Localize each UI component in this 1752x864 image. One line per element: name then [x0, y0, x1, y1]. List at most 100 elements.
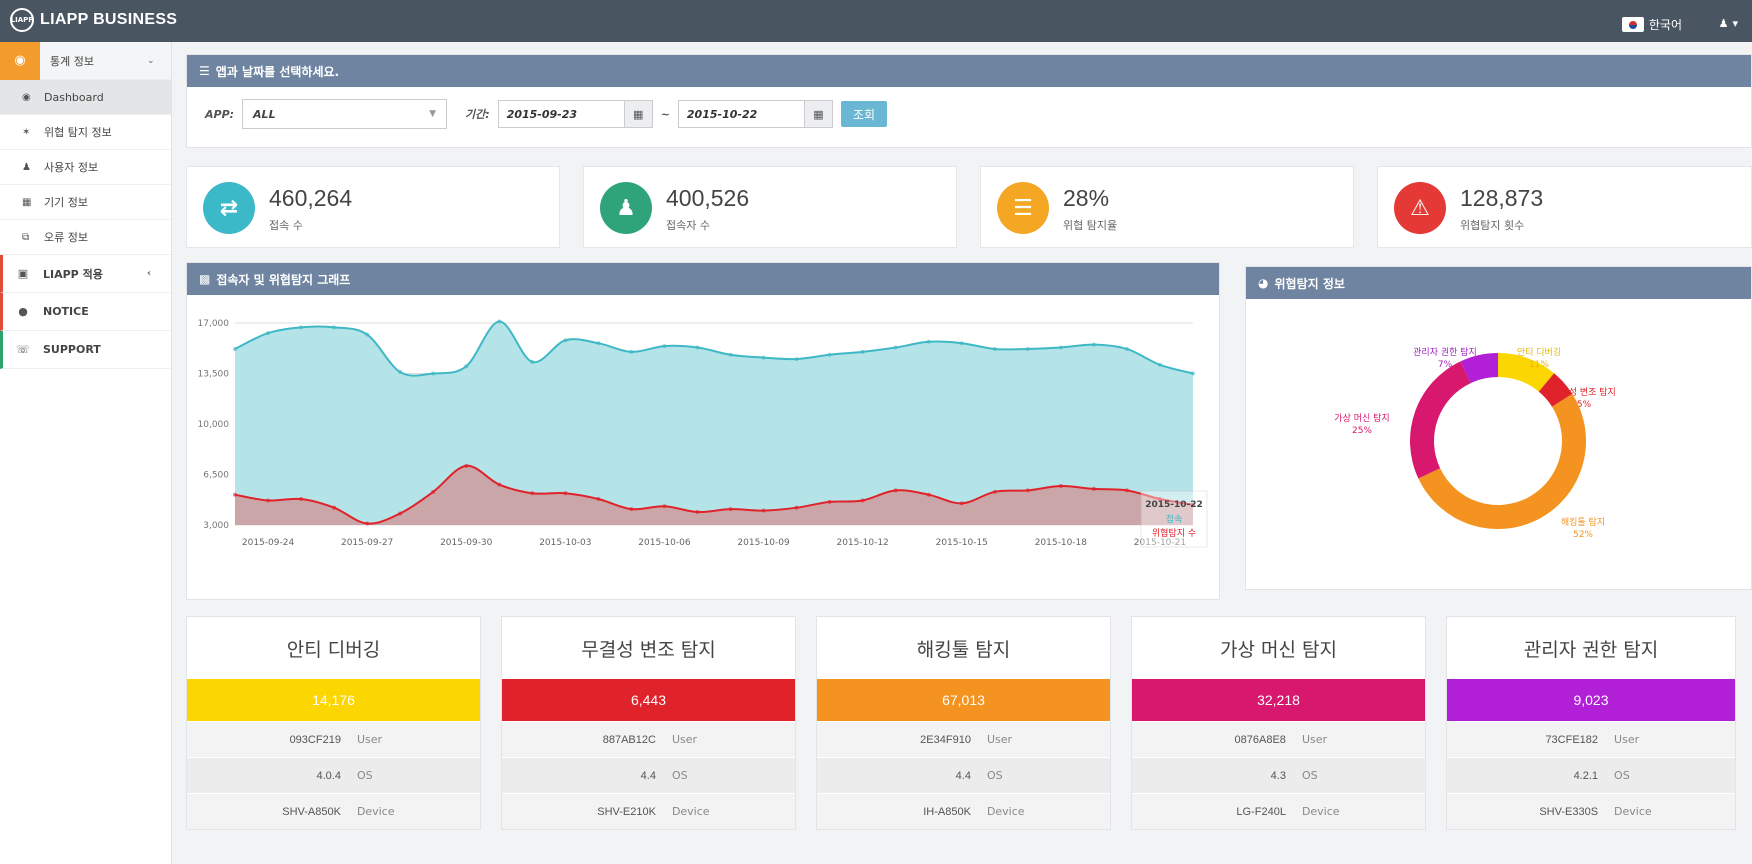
- data-point[interactable]: [860, 349, 865, 354]
- data-point[interactable]: [992, 346, 997, 351]
- data-point[interactable]: [1191, 502, 1195, 507]
- data-point[interactable]: [827, 352, 832, 357]
- data-point[interactable]: [530, 491, 535, 496]
- card-row-device: SHV-E330S Device: [1447, 793, 1735, 829]
- data-point[interactable]: [1091, 342, 1096, 347]
- data-point[interactable]: [365, 521, 370, 526]
- sidebar-item-support[interactable]: ☏ SUPPORT: [0, 331, 171, 369]
- data-point[interactable]: [1157, 362, 1162, 367]
- data-point[interactable]: [398, 511, 403, 516]
- sidebar-item-device-info[interactable]: ▦ 기기 정보: [0, 185, 171, 220]
- data-point[interactable]: [794, 357, 799, 362]
- app-select[interactable]: ALL ▼: [242, 99, 448, 129]
- data-point[interactable]: [398, 370, 403, 375]
- data-point[interactable]: [332, 505, 337, 510]
- data-point[interactable]: [497, 482, 502, 487]
- date-from-field[interactable]: 2015-09-23 ▦: [497, 100, 653, 128]
- data-point[interactable]: [563, 338, 568, 343]
- card-count-bar[interactable]: 14,176: [187, 679, 480, 721]
- period-label: 기간:: [465, 108, 490, 121]
- card-row-user: 093CF219 User: [187, 721, 480, 757]
- data-point[interactable]: [794, 505, 799, 510]
- data-point[interactable]: [959, 341, 964, 346]
- donut-slice[interactable]: [1410, 361, 1471, 479]
- data-point[interactable]: [629, 349, 634, 354]
- data-point[interactable]: [431, 371, 436, 376]
- data-point[interactable]: [1091, 486, 1096, 491]
- tooltip-date: 2015-10-22: [1145, 500, 1203, 510]
- data-point[interactable]: [299, 497, 304, 502]
- card-count-bar[interactable]: 67,013: [817, 679, 1110, 721]
- sidebar-item-liapp-apply[interactable]: ▣ LIAPP 적용 ‹: [0, 255, 171, 293]
- data-point[interactable]: [1025, 488, 1030, 493]
- donut-slice[interactable]: [1538, 373, 1573, 407]
- data-point[interactable]: [497, 319, 502, 324]
- data-point[interactable]: [992, 489, 997, 494]
- data-point[interactable]: [662, 344, 667, 349]
- stat-label: 위협탐지 횟수: [1460, 219, 1525, 232]
- data-point[interactable]: [1025, 346, 1030, 351]
- data-point[interactable]: [761, 355, 766, 360]
- calendar-icon[interactable]: ▦: [803, 101, 832, 127]
- calendar-icon[interactable]: ▦: [623, 101, 652, 127]
- data-point[interactable]: [596, 497, 601, 502]
- user-menu[interactable]: ♟ ▾: [1719, 17, 1738, 30]
- data-point[interactable]: [1058, 345, 1063, 350]
- data-point[interactable]: [596, 341, 601, 346]
- data-point[interactable]: [1157, 497, 1162, 502]
- data-point[interactable]: [926, 492, 931, 497]
- line-chart: 3,000 6,500 10,000 13,500 17,000 2015-09-24 20…: [198, 319, 1208, 548]
- detection-card: 무결성 변조 탐지 6,443 887AB12C User 4.4 OS SHV-E…: [501, 616, 796, 830]
- data-point[interactable]: [299, 325, 304, 330]
- data-point[interactable]: [893, 345, 898, 350]
- data-point[interactable]: [629, 507, 634, 512]
- sidebar-item-error-info[interactable]: ⧉ 오류 정보: [0, 220, 171, 255]
- donut-slice[interactable]: [1418, 393, 1586, 529]
- data-point[interactable]: [1191, 371, 1195, 376]
- data-point[interactable]: [332, 325, 337, 330]
- data-point[interactable]: [464, 463, 469, 468]
- data-point[interactable]: [959, 501, 964, 506]
- stat-value: 128,873: [1460, 185, 1544, 211]
- data-point[interactable]: [266, 331, 271, 336]
- date-to-field[interactable]: 2015-10-22 ▦: [677, 100, 833, 128]
- data-point[interactable]: [728, 507, 733, 512]
- donut-slice[interactable]: [1460, 353, 1498, 384]
- data-point[interactable]: [926, 339, 931, 344]
- data-point[interactable]: [1058, 484, 1063, 489]
- data-point[interactable]: [827, 499, 832, 504]
- data-point[interactable]: [431, 489, 436, 494]
- data-point[interactable]: [695, 510, 700, 515]
- data-point[interactable]: [1124, 346, 1129, 351]
- sidebar-item-user-info[interactable]: ♟ 사용자 정보: [0, 150, 171, 185]
- search-button[interactable]: 조회: [840, 101, 887, 127]
- data-point[interactable]: [563, 491, 568, 496]
- data-point[interactable]: [893, 488, 898, 493]
- filter-panel: ☰ 앱과 날짜를 선택하세요. APP: ALL ▼ 기간: 2015-09-2…: [186, 54, 1752, 148]
- data-point[interactable]: [728, 352, 733, 357]
- sidebar-item-threat-detection[interactable]: ✶ 위협 탐지 정보: [0, 115, 171, 150]
- data-point[interactable]: [266, 498, 271, 503]
- data-point[interactable]: [530, 359, 535, 364]
- data-point[interactable]: [233, 492, 237, 497]
- donut-slice[interactable]: [1498, 353, 1555, 392]
- logo[interactable]: LIAPP LIAPP BUSINESS: [10, 8, 177, 32]
- sidebar-item-statistics[interactable]: ◉ 통계 정보 ⌄: [0, 41, 171, 80]
- data-point[interactable]: [860, 498, 865, 503]
- data-point[interactable]: [695, 345, 700, 350]
- sidebar-item-dashboard[interactable]: ◉ Dashboard: [0, 80, 171, 115]
- data-point[interactable]: [365, 332, 370, 337]
- data-point[interactable]: [662, 504, 667, 509]
- card-count-bar[interactable]: 32,218: [1132, 679, 1425, 721]
- card-count-bar[interactable]: 9,023: [1447, 679, 1735, 721]
- card-count-bar[interactable]: 6,443: [502, 679, 795, 721]
- data-point[interactable]: [464, 364, 469, 369]
- data-point[interactable]: [761, 508, 766, 513]
- language-selector[interactable]: 한국어: [1621, 16, 1682, 33]
- y-tick-label: 10,000: [198, 420, 230, 430]
- stat-card-visits: ⇄ 460,264 접속 수: [186, 166, 560, 248]
- logo-mark-icon: LIAPP: [10, 8, 34, 32]
- data-point[interactable]: [1124, 488, 1129, 493]
- sidebar-item-notice[interactable]: ● NOTICE: [0, 293, 171, 331]
- data-point[interactable]: [233, 346, 237, 351]
